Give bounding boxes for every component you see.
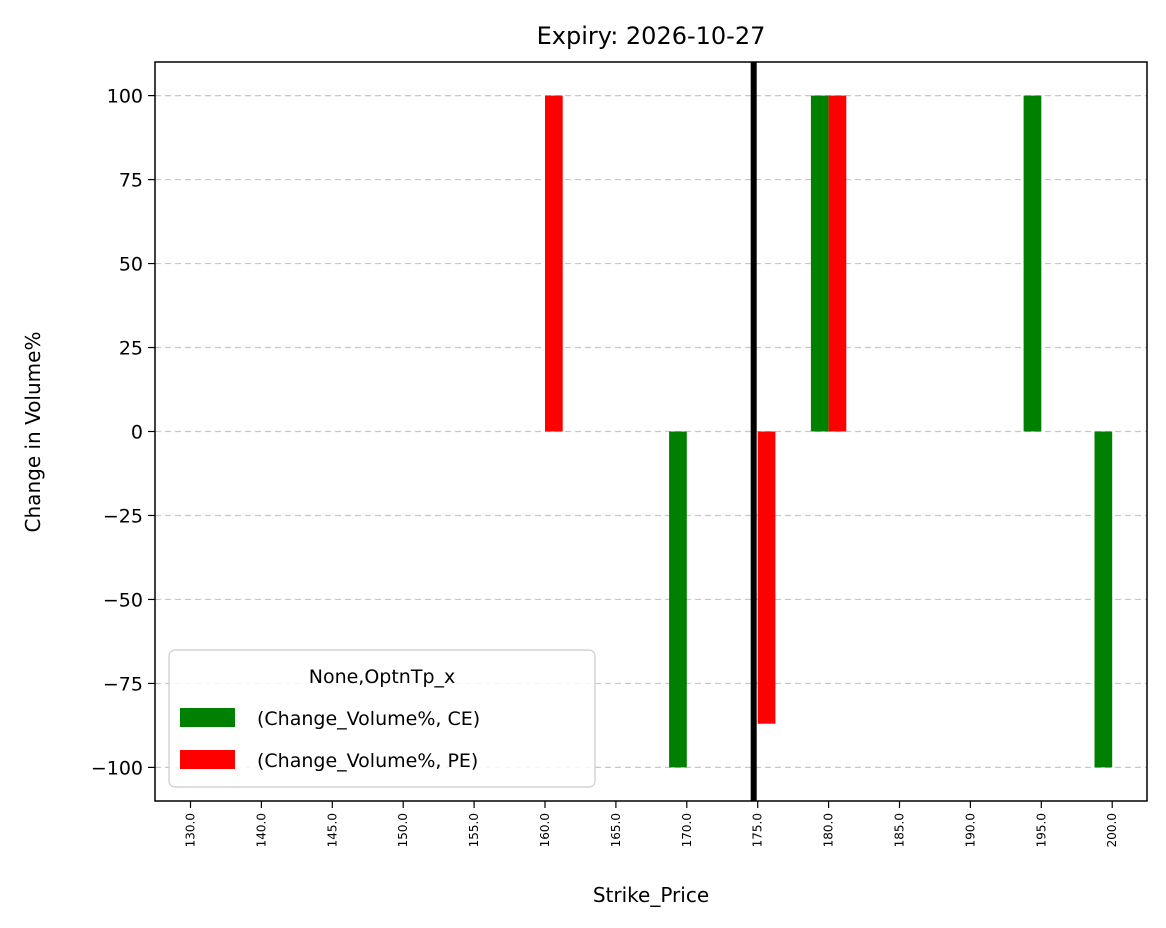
chart-title: Expiry: 2026-10-27 bbox=[537, 22, 766, 50]
x-tick-label: 160.0 bbox=[538, 813, 552, 847]
x-tick-label: 165.0 bbox=[609, 813, 623, 847]
bars bbox=[545, 95, 1113, 768]
x-tick-label: 145.0 bbox=[325, 813, 339, 847]
x-tick-label: 170.0 bbox=[680, 813, 694, 847]
x-axis-label: Strike_Price bbox=[593, 883, 709, 907]
y-tick-label: 0 bbox=[131, 422, 143, 444]
y-tick-label: −75 bbox=[103, 673, 143, 695]
y-tick-label: 25 bbox=[119, 338, 143, 360]
bar-ce-170.0 bbox=[669, 431, 687, 768]
x-tick-label: 140.0 bbox=[254, 813, 268, 847]
y-tick-label: 75 bbox=[119, 170, 143, 192]
legend-swatch-pe bbox=[180, 750, 235, 769]
x-tick-label: 185.0 bbox=[893, 813, 907, 847]
y-tick-label: −25 bbox=[103, 505, 143, 527]
bar-pe-175.0 bbox=[757, 431, 776, 724]
x-tick-label: 175.0 bbox=[751, 813, 765, 847]
y-tick-label: −50 bbox=[103, 589, 143, 611]
bar-pe-180.0 bbox=[828, 95, 847, 432]
y-axis-label: Change in Volume% bbox=[21, 332, 45, 533]
legend-label-ce: (Change_Volume%, CE) bbox=[257, 708, 480, 730]
x-axis-ticks: 130.0 140.0 145.0 150.0 155.0 160.0 165.0 170.0… bbox=[184, 801, 1119, 847]
x-tick-label: 200.0 bbox=[1105, 813, 1119, 847]
x-tick-label: 195.0 bbox=[1034, 813, 1048, 847]
x-tick-label: 180.0 bbox=[822, 813, 836, 847]
bar-ce-195.0 bbox=[1023, 95, 1042, 432]
bar-ce-180.0 bbox=[810, 95, 829, 432]
bar-ce-200.0 bbox=[1094, 431, 1113, 768]
bar-pe-160.0 bbox=[545, 95, 563, 432]
legend-box bbox=[168, 649, 596, 788]
y-axis-ticks: −100 −75 −50 −25 0 25 50 75 100 bbox=[91, 86, 155, 779]
y-tick-label: −100 bbox=[91, 757, 143, 779]
legend-label-pe: (Change_Volume%, PE) bbox=[257, 750, 478, 772]
x-tick-label: 190.0 bbox=[963, 813, 977, 847]
legend: None,OptnTp_x (Change_Volume%, CE) (Chan… bbox=[168, 649, 596, 788]
legend-title: None,OptnTp_x bbox=[309, 666, 456, 688]
x-tick-label: 155.0 bbox=[467, 813, 481, 847]
legend-swatch-ce bbox=[180, 708, 235, 727]
x-tick-label: 130.0 bbox=[184, 813, 198, 847]
y-tick-label: 50 bbox=[119, 254, 143, 276]
x-tick-label: 150.0 bbox=[396, 813, 410, 847]
y-tick-label: 100 bbox=[107, 86, 143, 108]
